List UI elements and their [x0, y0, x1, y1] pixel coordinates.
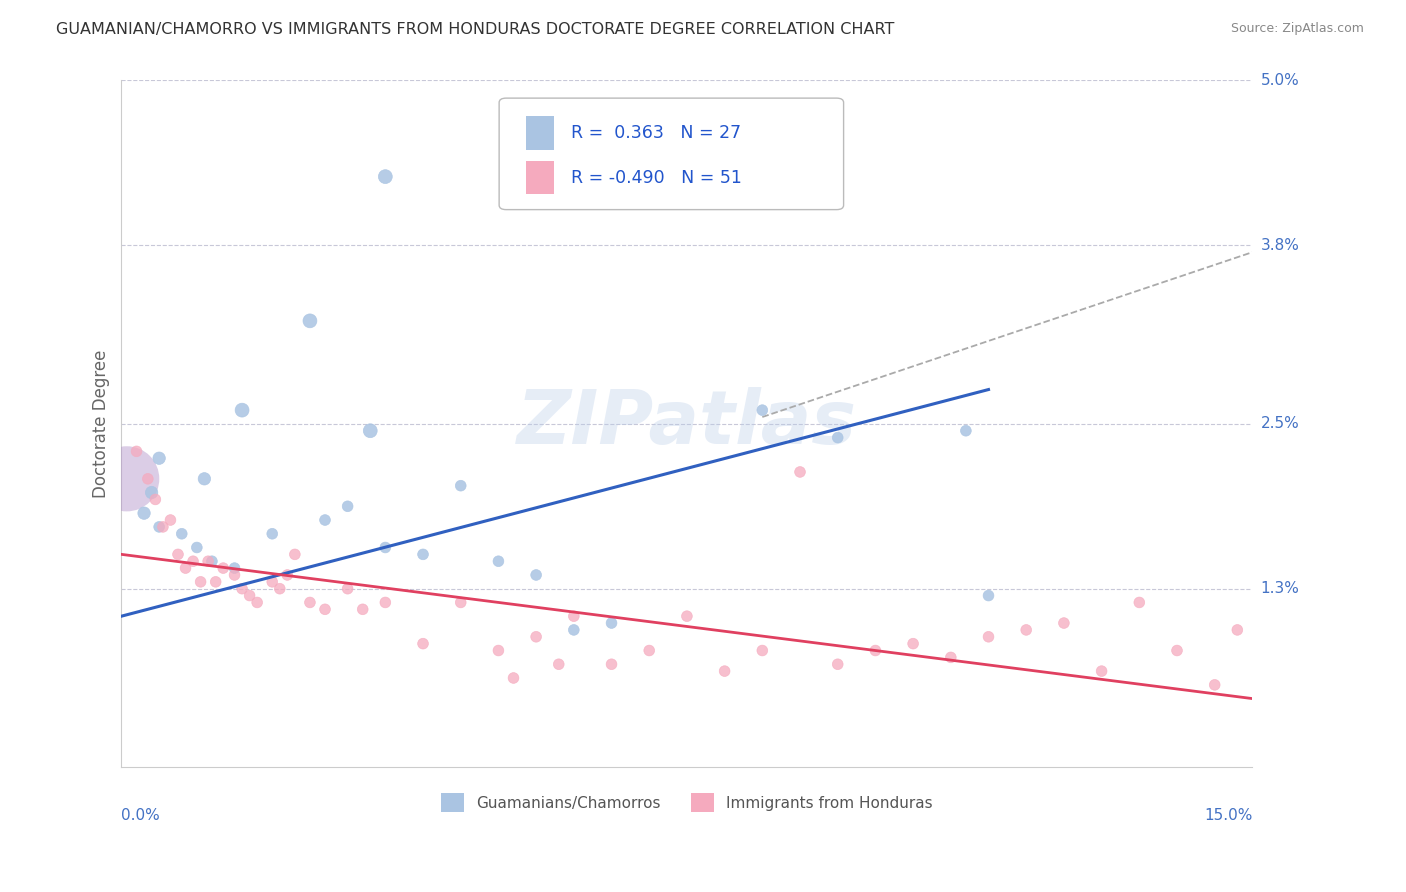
- Point: [276, 568, 298, 582]
- Point: [224, 561, 246, 575]
- Point: [502, 671, 524, 685]
- Point: [374, 541, 396, 555]
- Point: [224, 568, 246, 582]
- Point: [1128, 595, 1150, 609]
- Point: [412, 547, 434, 561]
- Point: [284, 547, 307, 561]
- Point: [412, 637, 434, 651]
- Point: [186, 541, 208, 555]
- Point: [374, 169, 396, 184]
- Point: [1166, 643, 1188, 657]
- Point: [488, 643, 510, 657]
- Point: [676, 609, 699, 624]
- Point: [1226, 623, 1249, 637]
- Point: [136, 472, 159, 486]
- Point: [1053, 615, 1076, 630]
- Point: [600, 657, 623, 672]
- Point: [1204, 678, 1226, 692]
- Point: [336, 500, 359, 514]
- Point: [751, 643, 773, 657]
- Point: [939, 650, 962, 665]
- Text: GUAMANIAN/CHAMORRO VS IMMIGRANTS FROM HONDURAS DOCTORATE DEGREE CORRELATION CHAR: GUAMANIAN/CHAMORRO VS IMMIGRANTS FROM HO…: [56, 22, 894, 37]
- Text: 2.5%: 2.5%: [1261, 417, 1299, 432]
- Point: [977, 630, 1000, 644]
- Point: [262, 526, 284, 541]
- Point: [562, 609, 585, 624]
- Y-axis label: Doctorate Degree: Doctorate Degree: [93, 350, 110, 498]
- Point: [352, 602, 374, 616]
- Text: R = -0.490   N = 51: R = -0.490 N = 51: [571, 169, 742, 186]
- Point: [141, 485, 163, 500]
- Point: [152, 520, 174, 534]
- Point: [181, 554, 204, 568]
- Point: [148, 520, 170, 534]
- Point: [201, 554, 224, 568]
- Point: [298, 595, 321, 609]
- Text: 1.3%: 1.3%: [1261, 582, 1299, 596]
- Text: ZIPatlas: ZIPatlas: [517, 387, 856, 460]
- Point: [450, 478, 472, 492]
- Point: [174, 561, 197, 575]
- Point: [231, 582, 253, 596]
- Text: 0.0%: 0.0%: [121, 808, 160, 823]
- Point: [524, 568, 547, 582]
- Point: [638, 643, 661, 657]
- Point: [789, 465, 811, 479]
- Point: [314, 513, 336, 527]
- Point: [246, 595, 269, 609]
- Point: [562, 623, 585, 637]
- Point: [190, 574, 212, 589]
- Text: 5.0%: 5.0%: [1261, 73, 1299, 88]
- Point: [125, 444, 148, 458]
- Text: 3.8%: 3.8%: [1261, 238, 1299, 252]
- Text: 15.0%: 15.0%: [1204, 808, 1253, 823]
- Point: [547, 657, 569, 672]
- Point: [359, 424, 381, 438]
- Point: [827, 657, 849, 672]
- Point: [1091, 664, 1114, 678]
- Point: [239, 589, 262, 603]
- Point: [212, 561, 235, 575]
- Point: [1015, 623, 1038, 637]
- Point: [193, 472, 215, 486]
- Point: [955, 424, 977, 438]
- Point: [827, 431, 849, 445]
- Legend: Guamanians/Chamorros, Immigrants from Honduras: Guamanians/Chamorros, Immigrants from Ho…: [434, 787, 939, 818]
- Point: [524, 630, 547, 644]
- Point: [197, 554, 219, 568]
- Point: [262, 574, 284, 589]
- Point: [231, 403, 253, 417]
- Point: [170, 526, 193, 541]
- Point: [269, 582, 291, 596]
- Point: [600, 615, 623, 630]
- Point: [132, 506, 155, 520]
- Point: [145, 492, 167, 507]
- Point: [713, 664, 735, 678]
- Point: [148, 451, 170, 466]
- Point: [159, 513, 181, 527]
- Point: [298, 314, 321, 328]
- Point: [901, 637, 924, 651]
- Point: [204, 574, 226, 589]
- Point: [167, 547, 190, 561]
- Point: [977, 589, 1000, 603]
- Point: [374, 595, 396, 609]
- Point: [865, 643, 887, 657]
- Point: [115, 472, 138, 486]
- Point: [450, 595, 472, 609]
- Point: [751, 403, 773, 417]
- Text: R =  0.363   N = 27: R = 0.363 N = 27: [571, 124, 741, 142]
- Point: [488, 554, 510, 568]
- Point: [314, 602, 336, 616]
- Point: [336, 582, 359, 596]
- Text: Source: ZipAtlas.com: Source: ZipAtlas.com: [1230, 22, 1364, 36]
